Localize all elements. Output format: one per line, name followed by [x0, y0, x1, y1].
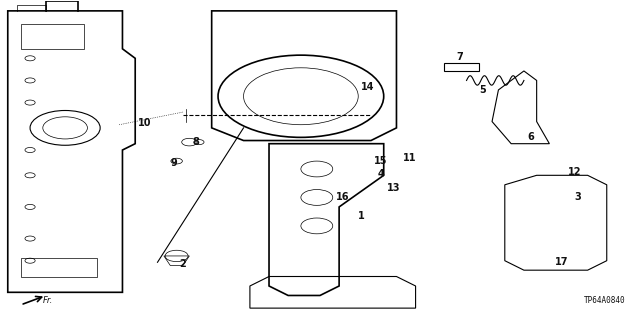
- Text: 2: 2: [180, 259, 186, 269]
- Text: 8: 8: [192, 137, 199, 147]
- Text: 6: 6: [527, 132, 534, 142]
- Text: 14: 14: [361, 82, 374, 92]
- Text: 16: 16: [335, 192, 349, 203]
- Text: 3: 3: [575, 192, 582, 203]
- Text: 11: 11: [403, 153, 416, 163]
- Text: 9: 9: [170, 158, 177, 168]
- Bar: [20, 257, 97, 277]
- Text: 17: 17: [556, 257, 569, 267]
- Bar: [20, 24, 84, 49]
- Text: 13: 13: [387, 183, 400, 193]
- Text: Fr.: Fr.: [43, 296, 53, 305]
- Text: TP64A0840: TP64A0840: [584, 296, 626, 305]
- Text: 10: 10: [138, 118, 152, 128]
- Text: 15: 15: [374, 156, 387, 166]
- Text: 5: 5: [479, 85, 486, 95]
- Text: 1: 1: [358, 211, 365, 221]
- Text: 12: 12: [568, 167, 582, 177]
- Text: 4: 4: [377, 169, 384, 179]
- Bar: [444, 63, 479, 71]
- Text: 7: 7: [457, 52, 463, 62]
